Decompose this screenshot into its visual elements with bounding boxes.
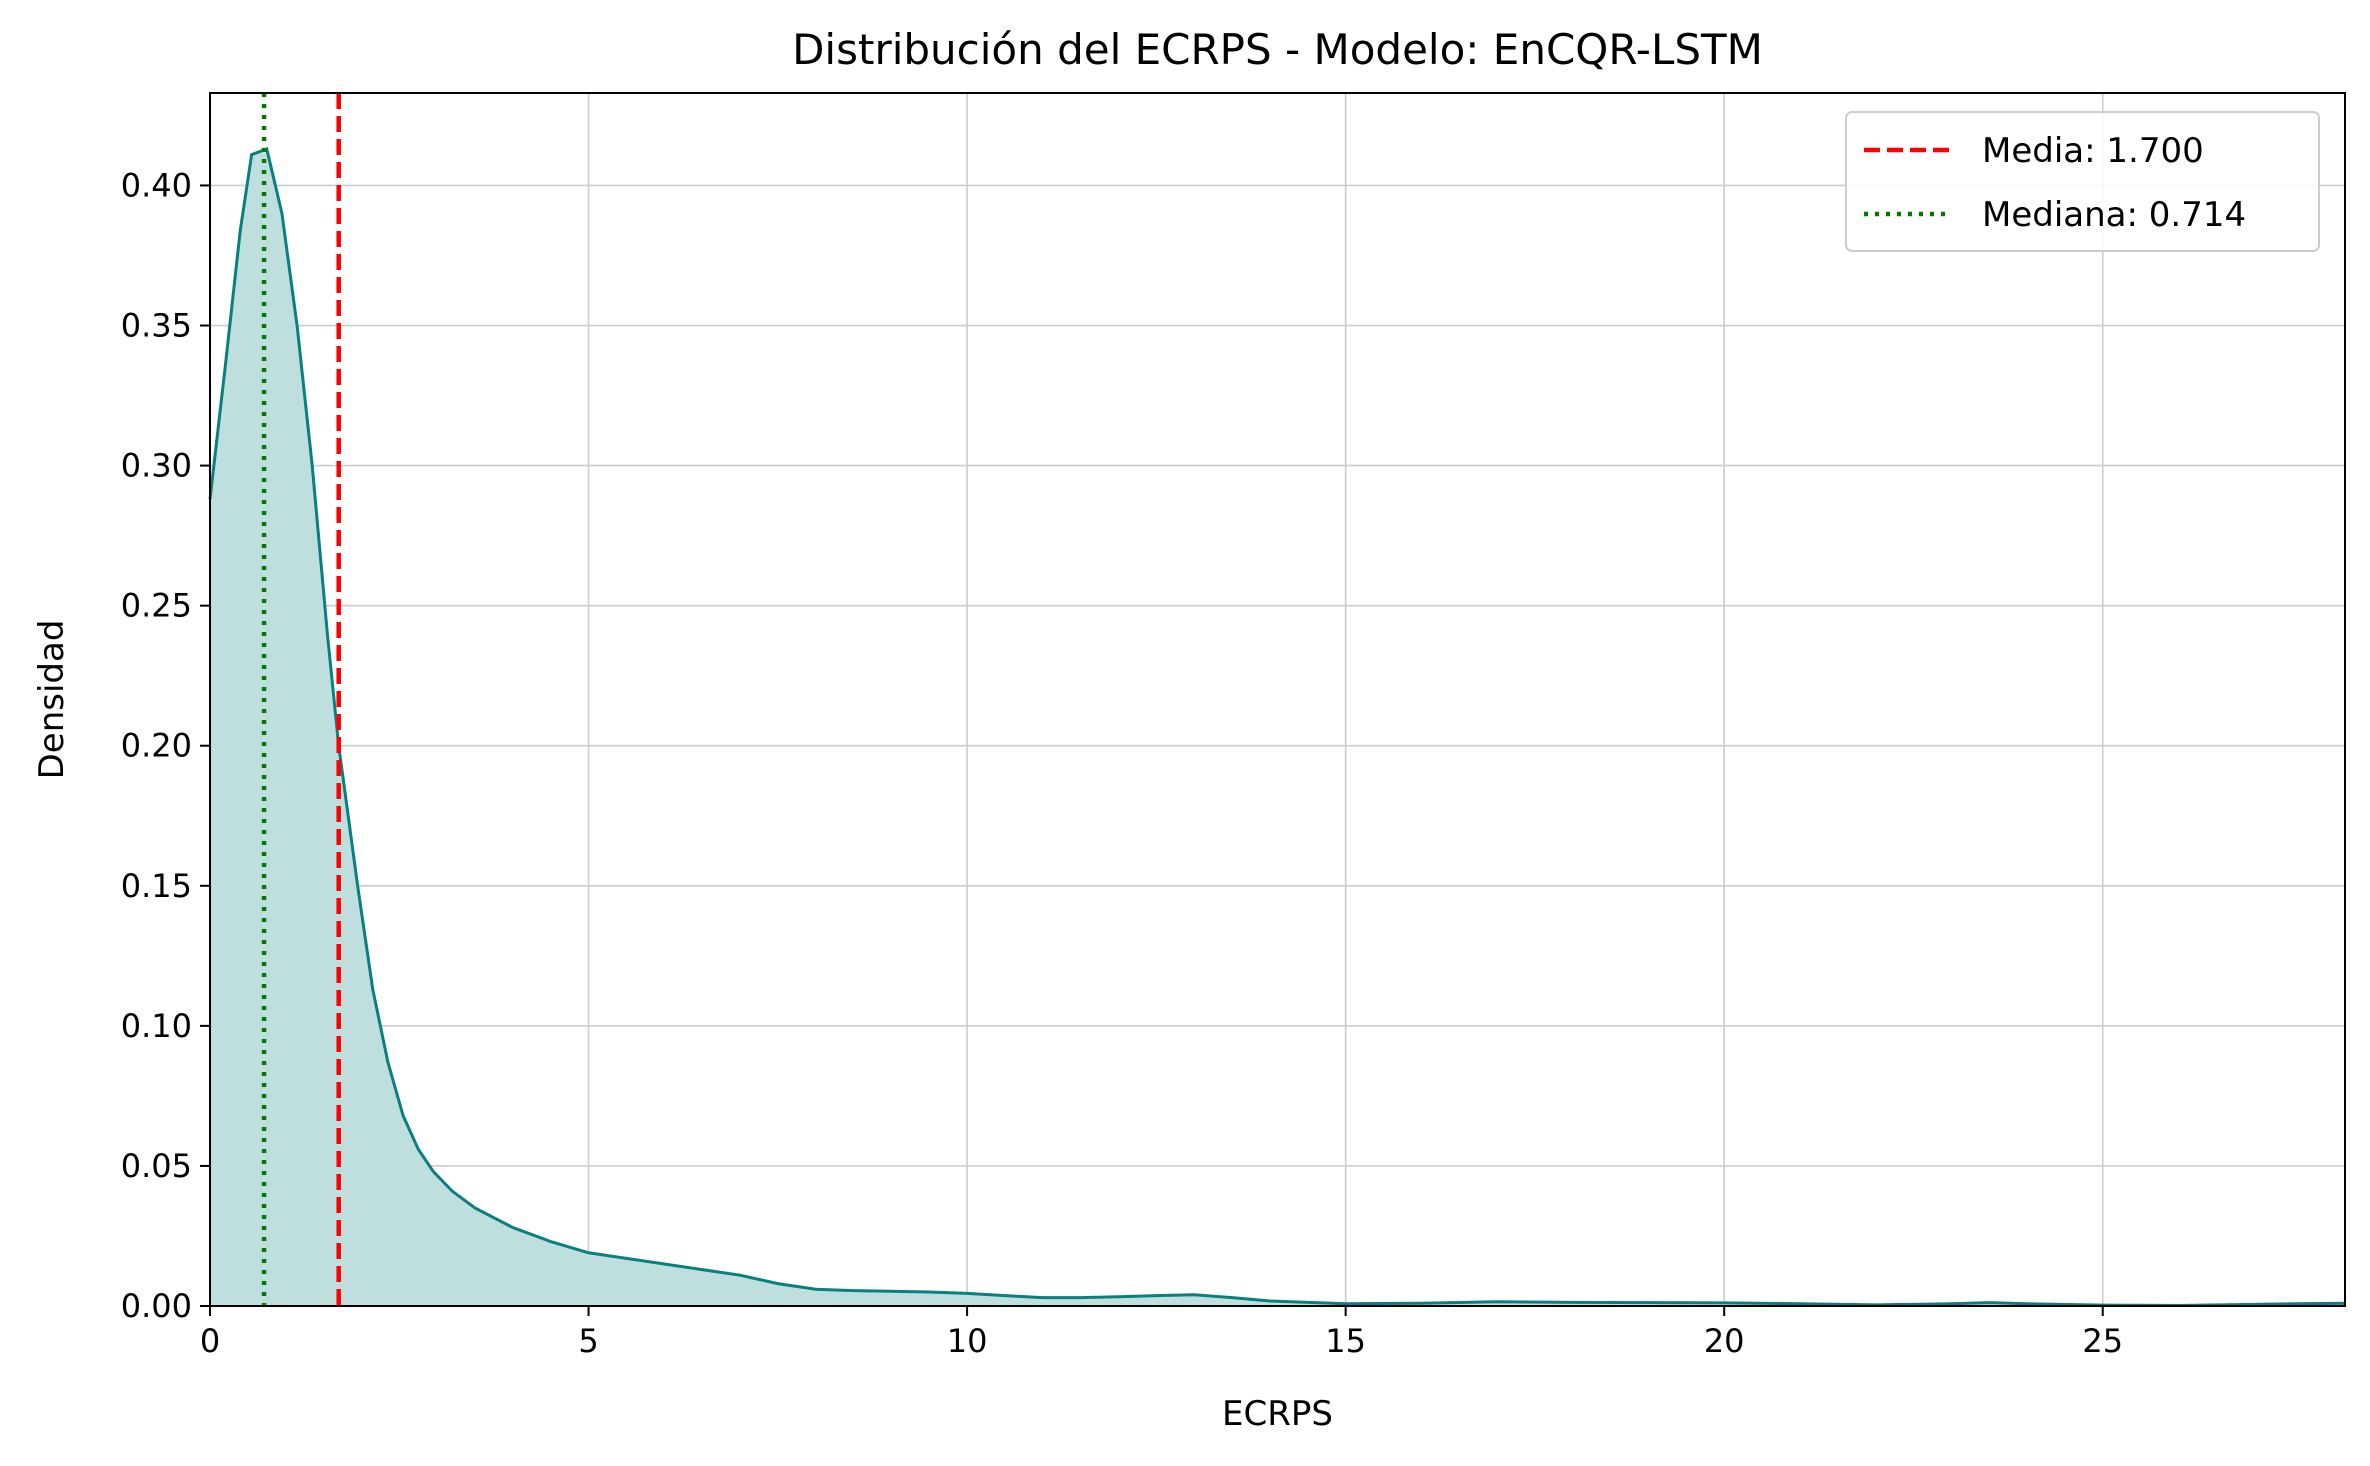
y-tick-label: 0.05 — [121, 1147, 192, 1185]
y-tick-label: 0.40 — [121, 166, 192, 204]
x-tick-label: 15 — [1325, 1322, 1366, 1360]
density-line — [208, 147, 2346, 1307]
x-tick-label: 25 — [2082, 1322, 2123, 1360]
x-axis-title: ECRPS — [1222, 1394, 1333, 1434]
legend-label-mediana: Mediana: 0.714 — [1982, 195, 2246, 235]
y-tick-label: 0.25 — [121, 587, 192, 625]
y-tick-label: 0.30 — [121, 447, 192, 485]
x-tick-label: 5 — [578, 1322, 598, 1360]
x-tick-label: 10 — [947, 1322, 988, 1360]
y-tick-label: 0.35 — [121, 307, 192, 345]
reference-lines — [261, 93, 341, 1306]
legend-label-media: Media: 1.700 — [1982, 131, 2204, 171]
y-tick-label: 0.20 — [121, 727, 192, 765]
legend-box — [1845, 111, 2320, 252]
y-tick-label: 0.00 — [121, 1287, 192, 1325]
density-area — [208, 147, 2346, 1307]
y-axis-ticks: 0.00 0.05 0.10 0.15 0.20 0.25 0.30 0.35 0.40 — [121, 166, 210, 1325]
y-tick-label: 0.15 — [121, 867, 192, 905]
x-tick-label: 20 — [1704, 1322, 1745, 1360]
chart-title: Distribución del ECRPS - Modelo: EnCQR-L… — [792, 25, 1763, 74]
x-axis-ticks: 0 5 10 15 20 25 — [200, 1306, 2123, 1360]
y-axis-title: Densidad — [32, 620, 72, 780]
legend: Media: 1.700 Mediana: 0.714 — [1845, 111, 2320, 252]
x-tick-label: 0 — [200, 1322, 220, 1360]
plot-frame — [209, 92, 2346, 1307]
y-tick-label: 0.10 — [121, 1007, 192, 1045]
density-fill — [210, 149, 2345, 1306]
grid — [209, 93, 2345, 1307]
